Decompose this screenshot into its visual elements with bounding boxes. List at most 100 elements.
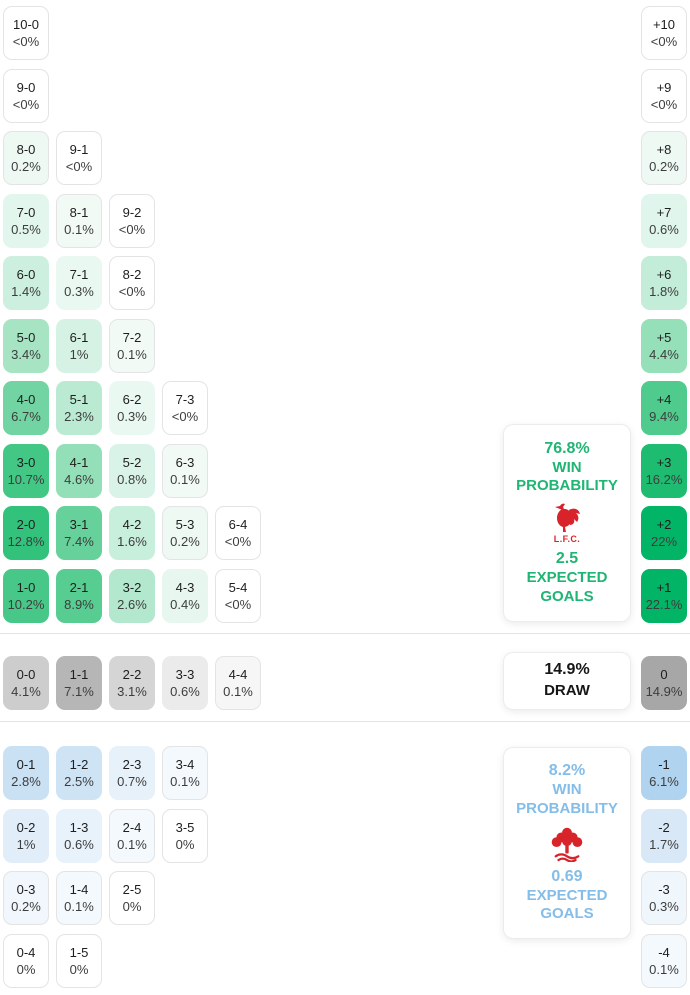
home-goal-diff-column: +10 <0% +9 <0% +8 0.2% +7 0.6% +6 1.8% +5 4.4% +4 9.4… xyxy=(641,6,687,631)
score-cell-7-1: 7-1 0.3% xyxy=(56,256,102,310)
value-label: 1-5 xyxy=(69,944,89,960)
probability-label: 0.2% xyxy=(11,159,41,174)
score-cell-1-5: 1-5 0% xyxy=(56,933,102,988)
value-label: -1 xyxy=(658,757,670,772)
goal-diff-badge--2: -2 1.7% xyxy=(641,808,687,863)
probability-label: <0% xyxy=(65,159,93,174)
probability-label: 12.8% xyxy=(7,534,45,549)
value-label: 1-2 xyxy=(69,757,89,772)
away-goal-diff-column: -1 6.1% -2 1.7% -3 0.3% -4 0.1% xyxy=(641,746,687,995)
score-cell-4-1: 4-1 4.6% xyxy=(56,443,102,498)
value-label: 10-0 xyxy=(12,17,40,32)
probability-label: 0% xyxy=(69,961,89,977)
value-label: +9 xyxy=(656,79,672,95)
value-label: +3 xyxy=(656,454,672,470)
probability-label: <0% xyxy=(118,221,146,237)
home-win-panel: 76.8% WIN PROBABILITY L.F.C. 2.5 EXPECTE… xyxy=(503,424,631,622)
section-divider xyxy=(0,633,690,634)
score-cell-6-0: 6-0 1.4% xyxy=(3,256,49,310)
score-cell-4-0: 4-0 6.7% xyxy=(3,381,49,435)
value-label: 8-2 xyxy=(122,267,142,282)
probability-label: 0.6% xyxy=(170,684,200,699)
score-row: 0-3 0.2% 1-4 0.1% 2-5 0% xyxy=(3,871,208,925)
value-label: 1-4 xyxy=(69,882,89,897)
value-label: 9-2 xyxy=(122,204,142,220)
score-cell-4-3: 4-3 0.4% xyxy=(162,568,208,623)
probability-label: 0.3% xyxy=(117,409,147,424)
probability-label: 0.1% xyxy=(223,684,253,699)
value-label: 2-0 xyxy=(16,517,36,532)
value-label: 6-0 xyxy=(16,267,36,282)
score-cell-8-0: 8-0 0.2% xyxy=(3,131,49,185)
probability-label: <0% xyxy=(118,284,146,299)
score-cell-1-2: 1-2 2.5% xyxy=(56,746,102,800)
probability-label: 7.4% xyxy=(64,534,94,549)
probability-label: 7.1% xyxy=(64,684,94,699)
value-label: 9-0 xyxy=(16,79,36,95)
value-label: 0-0 xyxy=(16,667,36,682)
probability-label: 0% xyxy=(122,899,142,914)
value-label: 5-0 xyxy=(16,329,36,345)
value-label: 2-3 xyxy=(122,757,142,772)
score-cell-10-0: 10-0 <0% xyxy=(3,6,49,60)
draw-probability-value: 14.9% xyxy=(544,661,590,679)
score-cell-5-2: 5-2 0.8% xyxy=(109,443,155,498)
score-row: 6-0 1.4% 7-1 0.3% 8-2 <0% xyxy=(3,256,261,310)
probability-label: <0% xyxy=(171,409,199,424)
value-label: +2 xyxy=(656,517,672,532)
liverpool-crest-icon: L.F.C. xyxy=(552,503,582,544)
score-cell-0-0: 0-0 4.1% xyxy=(3,656,49,710)
value-label: 4-1 xyxy=(69,454,89,470)
value-label: 1-3 xyxy=(69,819,89,835)
nottingham-forest-crest-icon xyxy=(550,826,584,862)
goal-diff-badge-+1: +1 22.1% xyxy=(641,568,687,623)
liver-bird-icon xyxy=(555,503,580,532)
score-row: 1-0 10.2% 2-1 8.9% 3-2 2.6% 4-3 0.4% 5-4 <0% xyxy=(3,568,261,623)
score-cell-5-4: 5-4 <0% xyxy=(215,568,261,623)
value-label: 2-4 xyxy=(122,819,142,835)
forest-tree-icon xyxy=(551,827,583,862)
score-cell-2-3: 2-3 0.7% xyxy=(109,746,155,800)
score-cell-2-4: 2-4 0.1% xyxy=(109,808,155,863)
score-cell-4-2: 4-2 1.6% xyxy=(109,506,155,560)
probability-label: 1% xyxy=(16,836,36,852)
score-cell-2-1: 2-1 8.9% xyxy=(56,568,102,623)
value-label: 0-4 xyxy=(16,944,36,960)
probability-label: <0% xyxy=(12,96,40,112)
score-row: 0-2 1% 1-3 0.6% 2-4 0.1% 3-5 0% xyxy=(3,808,208,863)
score-cell-3-1: 3-1 7.4% xyxy=(56,506,102,560)
probability-label: 10.2% xyxy=(7,596,45,612)
value-label: 3-1 xyxy=(69,517,89,532)
value-label: 2-1 xyxy=(69,579,89,595)
goal-diff-badge-+3: +3 16.2% xyxy=(641,443,687,498)
score-row: 10-0 <0% xyxy=(3,6,261,60)
probability-label: <0% xyxy=(650,96,678,112)
score-cell-2-5: 2-5 0% xyxy=(109,871,155,925)
score-row: 5-0 3.4% 6-1 1% 7-2 0.1% xyxy=(3,318,261,373)
value-label: 5-3 xyxy=(175,517,195,532)
score-cell-3-4: 3-4 0.1% xyxy=(162,746,208,800)
value-label: 5-4 xyxy=(228,579,248,595)
value-label: 4-3 xyxy=(175,579,195,595)
score-cell-5-0: 5-0 3.4% xyxy=(3,318,49,373)
score-cell-6-1: 6-1 1% xyxy=(56,318,102,373)
score-row: 0-1 2.8% 1-2 2.5% 2-3 0.7% 3-4 0.1% xyxy=(3,746,208,800)
probability-label: 0.1% xyxy=(64,221,94,237)
probability-label: 0.5% xyxy=(11,221,41,237)
score-cell-6-3: 6-3 0.1% xyxy=(162,443,208,498)
probability-label: 14.9% xyxy=(645,684,683,699)
score-cell-1-4: 1-4 0.1% xyxy=(56,871,102,925)
probability-label: 1.8% xyxy=(649,284,679,299)
home-win-probability-value: 76.8% xyxy=(544,439,590,457)
goal-diff-badge-+2: +2 22% xyxy=(641,506,687,560)
value-label: 4-4 xyxy=(228,667,248,682)
probability-label: 6.7% xyxy=(11,409,41,424)
away-win-probability-label: WIN PROBABILITY xyxy=(516,781,618,817)
away-expected-goals-label: EXPECTED GOALS xyxy=(526,886,608,923)
probability-label: 9.4% xyxy=(649,409,679,424)
value-label: 3-4 xyxy=(175,757,195,772)
probability-label: 2.8% xyxy=(11,774,41,789)
value-label: 1-1 xyxy=(69,667,89,682)
value-label: 3-3 xyxy=(175,667,195,682)
